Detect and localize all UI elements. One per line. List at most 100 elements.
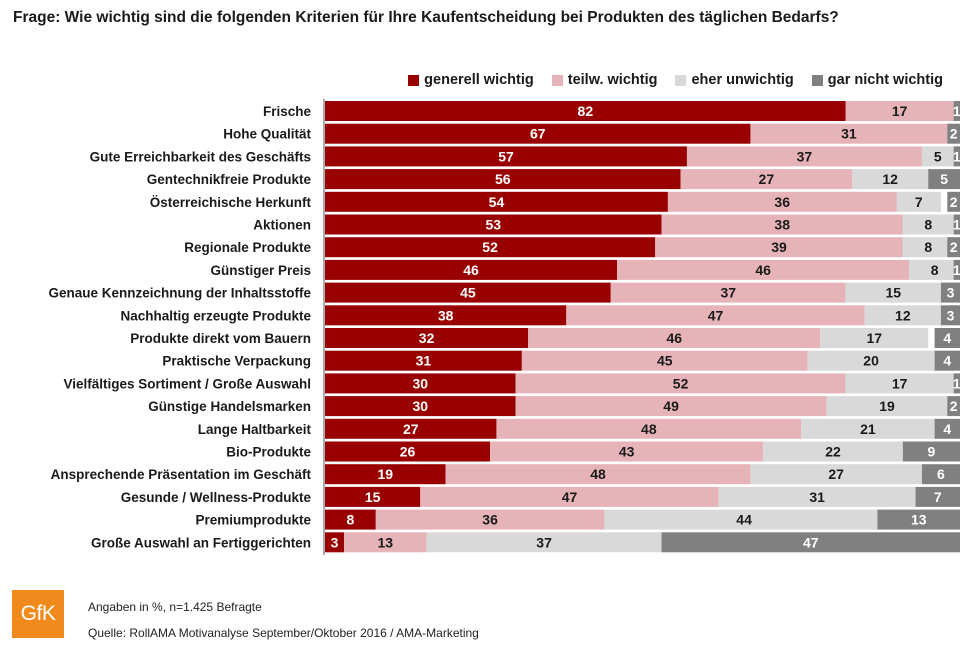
category-label: Gute Erreichbarkeit des Geschäfts [90, 149, 311, 164]
category-label: Regionale Produkte [184, 240, 311, 255]
data-label: 19 [879, 398, 895, 414]
bar-segment [325, 146, 687, 167]
category-label: Ansprechende Präsentation im Geschäft [51, 467, 312, 482]
bar-segment [667, 191, 897, 212]
data-label: 38 [438, 307, 454, 323]
data-label: 2 [950, 126, 958, 142]
data-label: 1 [953, 375, 961, 391]
data-label: 53 [485, 217, 501, 233]
data-label: 7 [934, 489, 942, 505]
data-label: 48 [641, 421, 657, 437]
data-label: 38 [774, 217, 790, 233]
bar-segment [953, 101, 960, 121]
legend-label: generell wichtig [424, 72, 534, 88]
data-label: 44 [736, 512, 752, 528]
data-label: 9 [928, 444, 936, 460]
legend-item-eher-unwichtig: eher unwichtig [675, 72, 794, 88]
data-label: 46 [463, 262, 479, 278]
data-label: 67 [530, 126, 546, 142]
legend-item-gar-nicht-wichtig: gar nicht wichtig [811, 72, 943, 88]
bar-segment [915, 486, 960, 507]
bar-segment [820, 328, 929, 348]
bar-segment [445, 464, 751, 485]
bar-segment [921, 146, 954, 167]
data-label: 17 [892, 103, 908, 119]
sample-note: Angaben in %, n=1.425 Befragte [88, 600, 262, 614]
bar-segment [896, 191, 941, 212]
data-label: 46 [666, 330, 682, 346]
bar-segment [902, 214, 954, 235]
bar-segment [325, 532, 345, 553]
data-label: 22 [825, 444, 841, 460]
data-label: 2 [950, 239, 958, 255]
bar-segment [610, 282, 846, 303]
data-label: 4 [943, 330, 951, 346]
data-label: 47 [562, 489, 578, 505]
data-label: 13 [378, 534, 394, 550]
bar-segment [953, 146, 960, 167]
data-label: 31 [809, 489, 825, 505]
bar-segment [845, 101, 954, 121]
bar-segment [680, 169, 853, 190]
bar-segment [953, 259, 960, 280]
category-label: Gesunde / Wellness-Produkte [121, 490, 312, 505]
legend-swatch-gar-nicht-wichtig [811, 74, 823, 86]
legend-label: eher unwichtig [691, 72, 794, 88]
data-label: 17 [866, 330, 882, 346]
bar-segment [325, 237, 656, 258]
data-label: 56 [495, 171, 511, 187]
data-label: 45 [460, 285, 476, 301]
data-label: 36 [482, 512, 498, 528]
bar-segment [661, 214, 903, 235]
category-label: Günstiger Preis [210, 263, 311, 278]
bar-segment [375, 509, 605, 530]
bar-segment [521, 350, 808, 371]
category-label: Lange Haltbarkeit [198, 422, 312, 437]
bar-segment [496, 418, 802, 439]
legend-label: teilw. wichtig [567, 72, 658, 88]
bar-segment [909, 259, 960, 280]
data-label: 21 [860, 421, 876, 437]
data-label: 82 [578, 103, 594, 119]
data-label: 54 [489, 194, 505, 210]
bar-segment [325, 486, 421, 507]
data-label: 5 [940, 171, 948, 187]
bar-segment [325, 464, 446, 485]
bar-segment [325, 396, 516, 417]
bar-segment [325, 169, 681, 190]
bar-segment [934, 328, 960, 348]
bar-segment [515, 373, 846, 394]
category-label: Praktische Verpackung [162, 354, 311, 369]
legend-item-generell-wichtig: generell wichtig [408, 72, 534, 88]
bar-segment [845, 282, 941, 303]
bar-segment [325, 101, 846, 121]
category-label: Premiumprodukte [195, 513, 311, 528]
bar-segment [947, 396, 960, 417]
category-label: Große Auswahl an Fertiggerichten [91, 535, 311, 550]
footer: GfK Angaben in %, n=1.425 Befragte Quell… [12, 590, 612, 642]
data-label: 57 [498, 148, 514, 164]
legend-swatch-teilw-wichtig [551, 74, 563, 86]
bar-segment [763, 441, 903, 462]
category-label: Nachhaltig erzeugte Produkte [120, 308, 311, 323]
data-label: 8 [347, 512, 355, 528]
bar-segment [750, 123, 948, 144]
bar-segment [947, 237, 960, 258]
data-label: 37 [536, 534, 552, 550]
data-label: 7 [915, 194, 923, 210]
bar-segment [661, 532, 960, 553]
category-label: Hohe Qualität [223, 127, 311, 142]
bar-segment [344, 532, 427, 553]
data-label: 2 [950, 398, 958, 414]
data-label: 43 [619, 444, 635, 460]
data-label: 4 [943, 353, 951, 369]
bar-segment [325, 259, 618, 280]
chart-legend: generell wichtig teilw. wichtig eher unw… [408, 72, 943, 88]
data-label: 46 [755, 262, 771, 278]
data-label: 31 [841, 126, 857, 142]
bar-segment [801, 418, 935, 439]
bar-segment [490, 441, 764, 462]
bar-segment [325, 191, 668, 212]
category-label: Frische [263, 104, 312, 119]
data-label: 13 [911, 512, 927, 528]
